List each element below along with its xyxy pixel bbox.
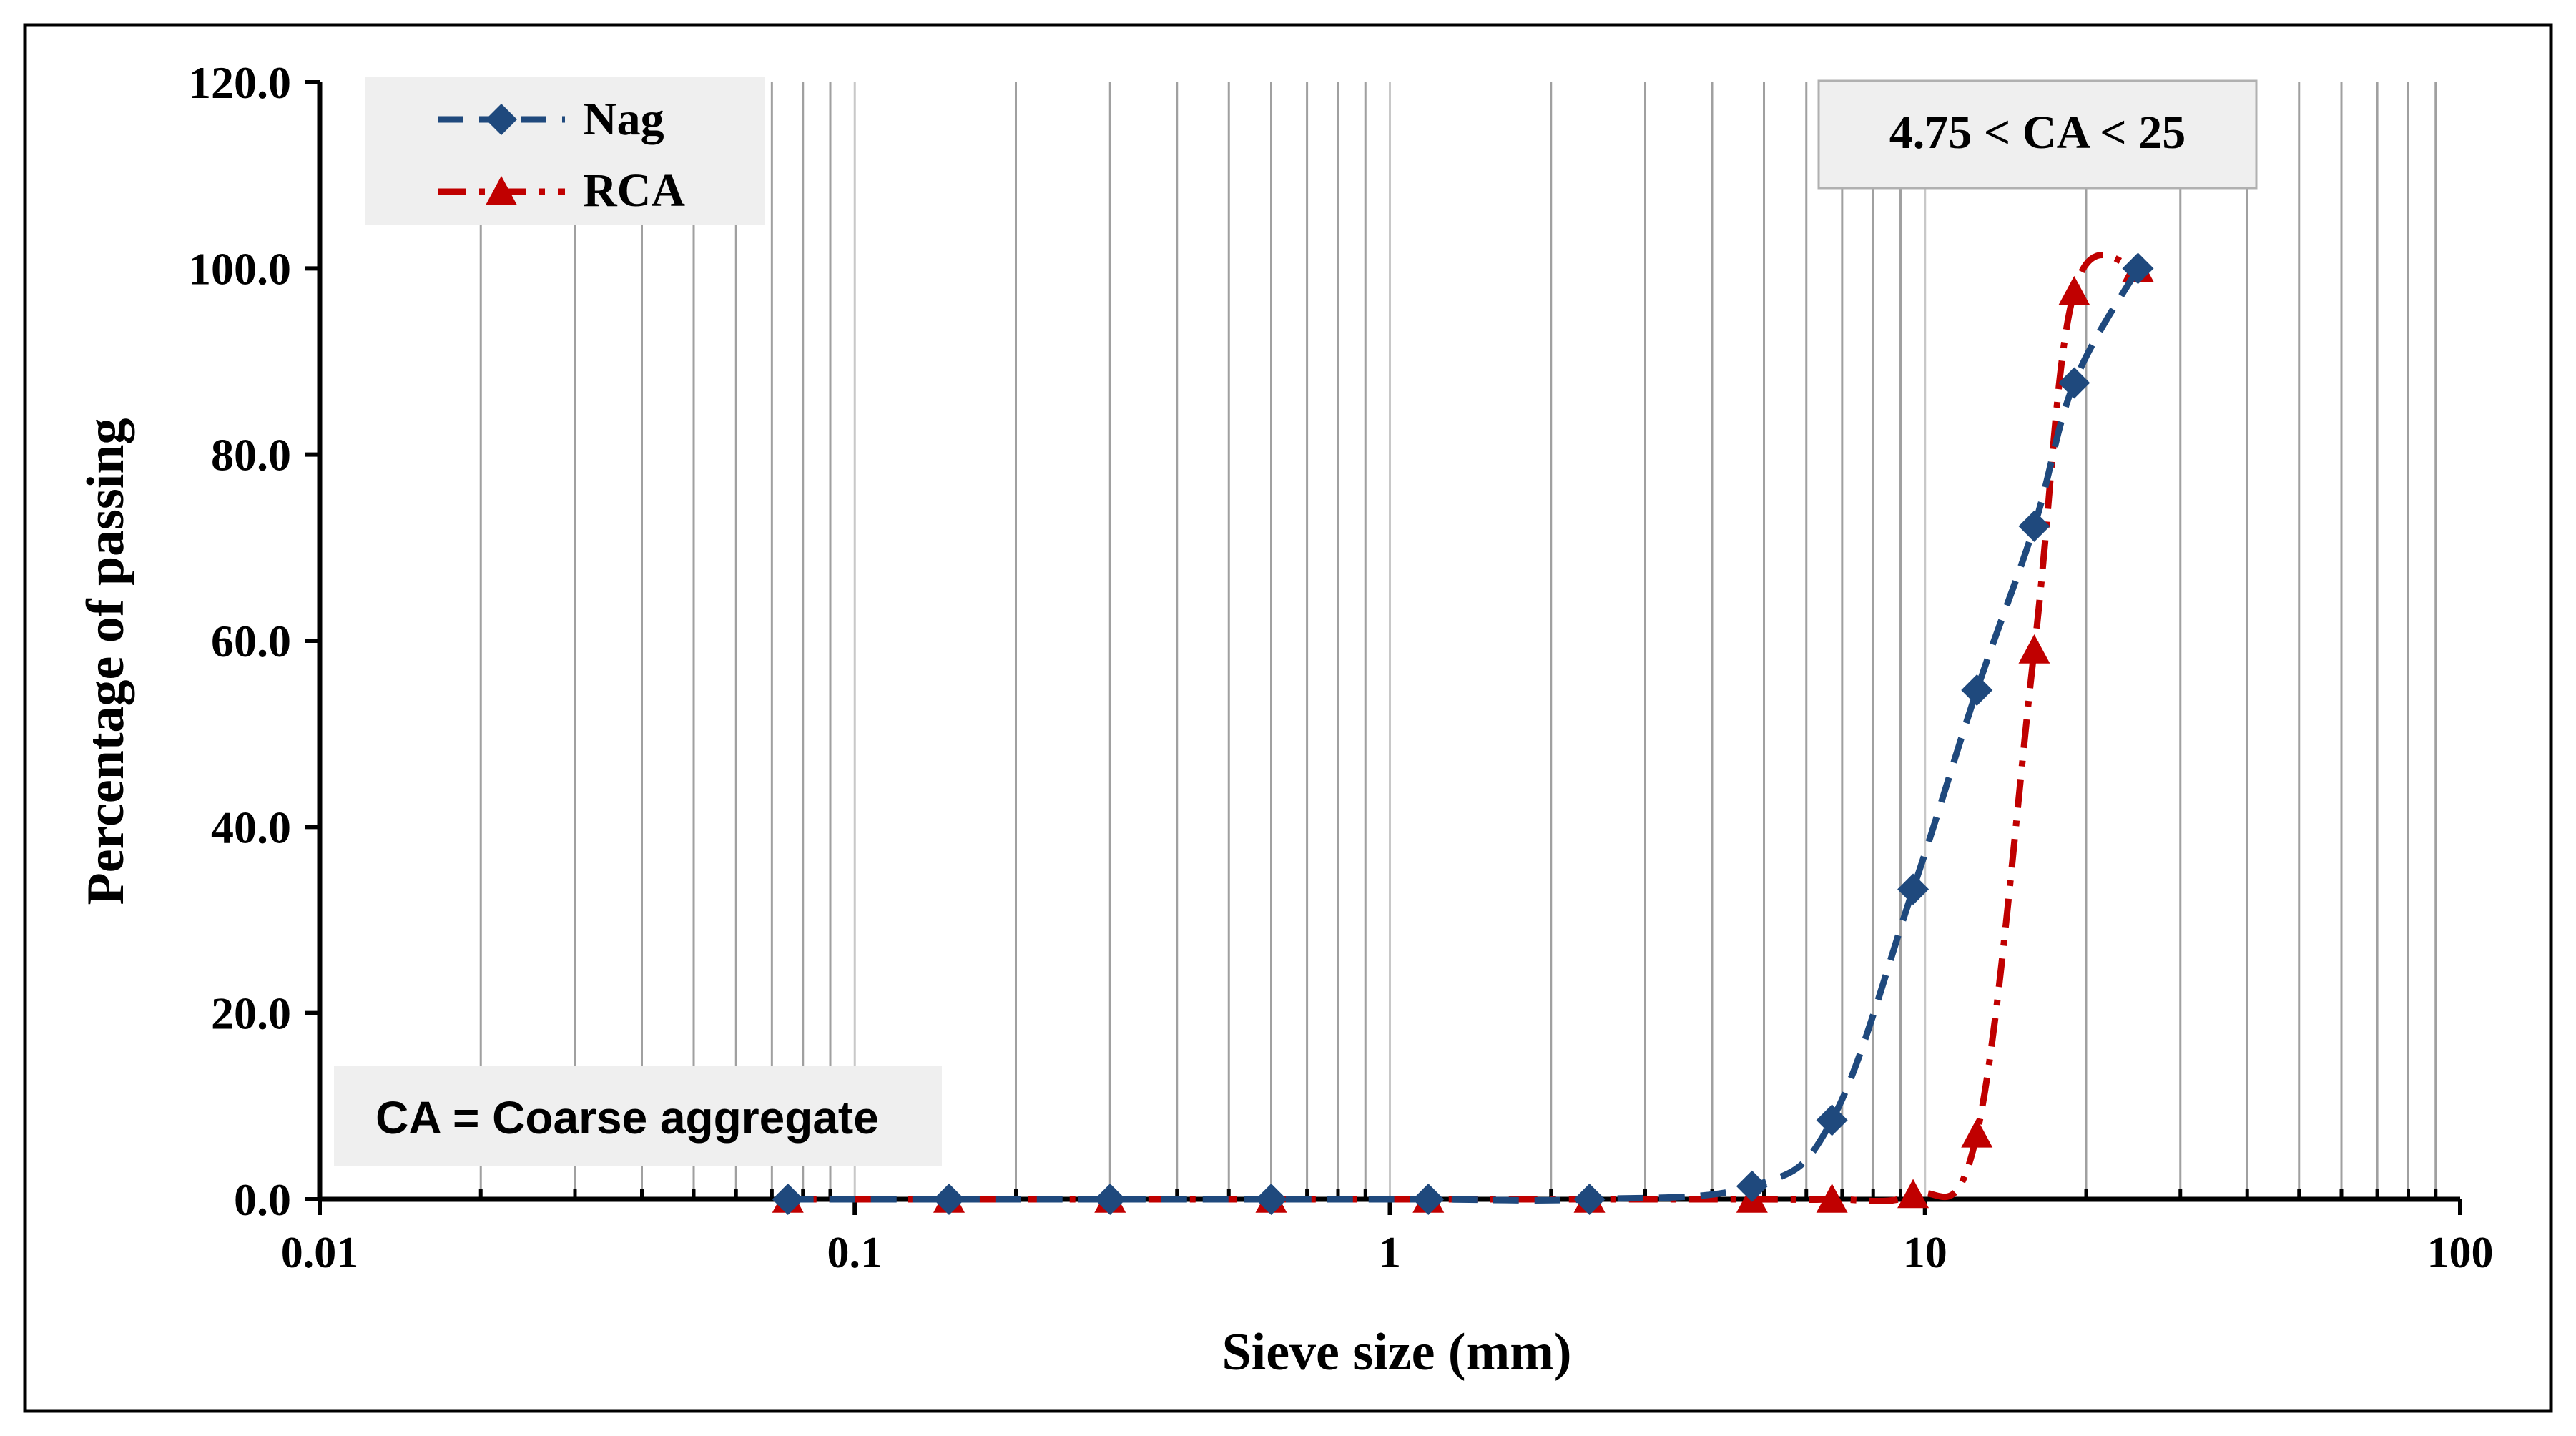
legend-box (365, 77, 765, 225)
y-tick-label: 80.0 (211, 430, 291, 481)
data-point-nag (1897, 873, 1929, 905)
ca-definition-text: CA = Coarse aggregate (375, 1092, 879, 1144)
legend-label-rca: RCA (583, 164, 685, 217)
x-tick-label: 10 (1903, 1229, 1947, 1277)
data-point-nag (1412, 1184, 1445, 1215)
y-tick-label: 0.0 (234, 1174, 291, 1225)
data-point-nag (2058, 367, 2090, 399)
data-point-nag (1816, 1104, 1848, 1136)
legend-symbol-nag (438, 104, 565, 135)
x-tick-label: 100 (2427, 1229, 2494, 1277)
legend: Nag RCA (365, 77, 765, 225)
data-point-rca (1961, 1118, 1993, 1148)
range-annotation-box (1817, 79, 2258, 190)
legend-symbol-rca (438, 176, 565, 205)
x-tick-label: 0.01 (281, 1229, 359, 1277)
data-point-nag (1255, 1184, 1287, 1215)
data-point-rca (1816, 1184, 1848, 1213)
ca-definition-annotation: CA = Coarse aggregate (334, 1066, 942, 1166)
data-point-nag (1736, 1170, 1768, 1202)
legend-marker (486, 104, 517, 135)
legend-label-nag: Nag (583, 93, 664, 145)
gridlines (479, 82, 2437, 1199)
legend-marker (486, 176, 517, 205)
data-point-nag (2122, 252, 2154, 285)
data-point-nag (772, 1184, 804, 1215)
x-tick-label: 0.1 (827, 1229, 883, 1277)
x-tick-label: 1 (1379, 1229, 1401, 1277)
data-point-nag (1094, 1184, 1126, 1215)
y-axis-title: Percentage of passing (77, 418, 135, 905)
data-point-nag (1573, 1184, 1606, 1215)
range-annotation-text: 4.75 < CA < 25 (1889, 107, 2186, 159)
y-tick-label: 120.0 (188, 57, 291, 108)
data-point-rca (2058, 275, 2090, 305)
series-nag (772, 252, 2154, 1215)
figure-border (23, 23, 2553, 1413)
y-tick-label: 20.0 (211, 988, 291, 1039)
y-tick-label: 40.0 (211, 802, 291, 852)
series (772, 252, 2154, 1215)
ca-definition-box (334, 1066, 942, 1166)
x-axis-title: Sieve size (mm) (1221, 1323, 1571, 1382)
y-tick-label: 100.0 (188, 243, 291, 294)
data-point-rca (1897, 1179, 1929, 1209)
data-point-rca (2018, 634, 2050, 664)
data-point-nag (1961, 674, 1993, 706)
range-annotation: 4.75 < CA < 25 (1817, 79, 2258, 190)
data-point-nag (2018, 510, 2050, 542)
y-tick-label: 60.0 (211, 616, 291, 667)
data-point-nag (933, 1184, 965, 1215)
tick-labels: 0.0 20.0 40.0 60.0 80.0 100.0 120.0 0.01 0.1 1 10 1… (188, 57, 2494, 1277)
